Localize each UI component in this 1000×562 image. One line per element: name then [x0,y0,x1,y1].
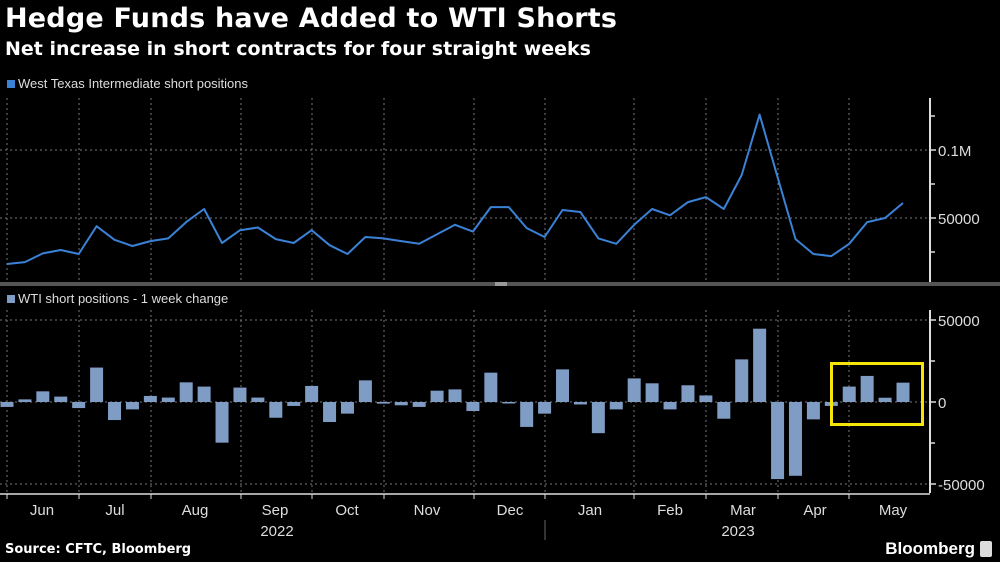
chart-subtitle: Net increase in short contracts for four… [5,38,591,60]
bar-weekly-change [573,402,587,405]
x-tick-label-month: Oct [335,502,359,519]
bloomberg-logo: Bloomberg [885,539,992,559]
x-tick-label-month: Dec [497,502,524,519]
x-tick-label-month: Jun [30,502,54,519]
bar-weekly-change [448,389,462,402]
bar-weekly-change [681,385,695,402]
bar-weekly-change [806,402,820,420]
panel-resize-handle [495,282,507,286]
bar-weekly-change [878,397,892,402]
bar-weekly-change [376,402,390,404]
series-line-wti-shorts [6,113,904,265]
bar-weekly-change [502,402,516,404]
x-tick-label-month: Aug [182,502,209,519]
bloomberg-terminal-icon [980,541,992,557]
bar-weekly-change [233,387,247,402]
bar-weekly-change [842,386,856,402]
bar-weekly-change [18,399,32,402]
brand-label: Bloomberg [885,539,975,558]
bar-weekly-change [358,380,372,402]
bar-weekly-change [251,397,265,402]
bar-weekly-change [340,402,354,414]
bar-weekly-change [430,390,444,402]
bar-weekly-change [735,359,749,402]
bar-weekly-change [143,395,157,402]
bar-weekly-change [609,402,623,410]
bar-weekly-change [538,402,552,414]
bar-weekly-change [591,402,605,434]
bar-weekly-change [197,386,211,402]
x-tick-label-month: May [879,502,908,519]
bar-weekly-change [627,378,641,402]
bar-weekly-change [0,402,14,407]
bar-weekly-change [556,369,570,402]
x-tick-label-year: 2022 [260,523,293,540]
chart-title: Hedge Funds have Added to WTI Shorts [5,3,618,34]
bar-weekly-change [269,402,283,418]
bar-weekly-change [72,402,86,409]
x-tick-label-month: Feb [657,502,683,519]
bar-weekly-change [484,372,498,402]
bar-weekly-change [466,402,480,412]
bar-weekly-change [179,382,193,402]
y-tick-label: 0.1M [938,143,971,160]
x-tick-label-month: Mar [730,502,756,519]
y-tick-label: 50000 [938,211,980,228]
legend-swatch-line [7,79,15,88]
legend-line: West Texas Intermediate short positions [7,76,248,91]
y-tick-label: -50000 [938,477,985,494]
bar-weekly-change [36,391,50,402]
highlight-box-last-four-weeks [830,362,924,426]
bar-weekly-change [717,402,731,419]
x-tick-label-month: Nov [414,502,441,519]
bar-weekly-change [305,385,319,402]
bar-weekly-change [771,402,785,480]
x-tick-label-year: 2023 [721,523,754,540]
bar-weekly-change [125,402,139,410]
bar-weekly-change [788,402,802,476]
bar-weekly-change [394,402,408,406]
x-tick-label-month: Apr [803,502,826,519]
bar-weekly-change [663,402,677,410]
bar-weekly-change [108,402,122,421]
y-tick-label: 0 [938,395,946,412]
x-tick-label-month: Sep [262,502,289,519]
bar-weekly-change [287,402,301,406]
x-tick-label-month: Jan [578,502,602,519]
bar-weekly-change [860,375,874,402]
bar-weekly-change [412,402,426,407]
legend-bar: WTI short positions - 1 week change [7,291,228,306]
bar-weekly-change [520,402,534,427]
legend-label-line: West Texas Intermediate short positions [18,76,249,91]
y-tick-label: 50000 [938,313,980,330]
bar-weekly-change [896,382,910,402]
bar-weekly-change [645,383,659,402]
bar-weekly-change [90,367,104,402]
x-tick-label-month: Jul [105,502,124,519]
bar-weekly-change [215,402,229,443]
bar-weekly-change [54,396,68,402]
legend-swatch-bar [7,294,15,303]
bar-weekly-change [753,328,767,402]
legend-label-bar: WTI short positions - 1 week change [18,291,229,306]
bar-weekly-change [699,395,713,402]
bar-weekly-change [161,397,175,402]
bar-weekly-change [323,402,337,423]
source-note: Source: CFTC, Bloomberg [5,542,192,557]
